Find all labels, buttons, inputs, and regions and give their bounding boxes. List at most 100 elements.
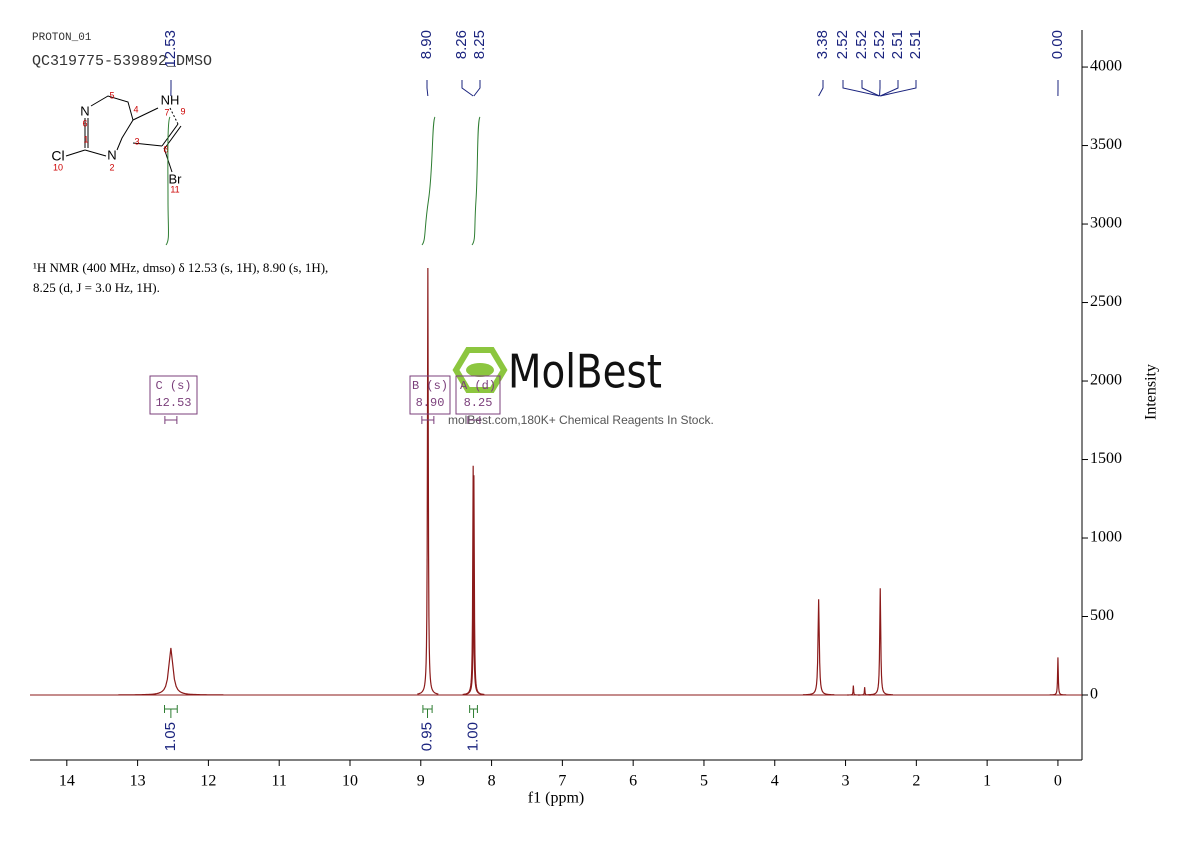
peak-label: 0.00 xyxy=(1049,30,1066,59)
y-tick-label: 1500 xyxy=(1090,450,1122,467)
peak-label: 2.52 xyxy=(834,30,851,59)
integral-bracket xyxy=(422,705,433,718)
integral-bracket xyxy=(164,705,178,718)
atom-label: N xyxy=(80,103,89,118)
multiplet-range xyxy=(164,416,178,424)
y-tick-label: 3000 xyxy=(1090,215,1122,232)
atom-label: 11 xyxy=(170,184,179,194)
x-tick-label: 7 xyxy=(558,773,566,790)
peak-label-leader xyxy=(818,80,824,97)
logo-hexagon xyxy=(452,347,508,393)
atom-label: 9 xyxy=(180,106,185,116)
x-tick-label: 10 xyxy=(342,773,358,790)
atom-label: 10 xyxy=(53,162,63,172)
peak-label: 2.52 xyxy=(853,30,870,59)
y-tick-label: 0 xyxy=(1090,686,1098,703)
x-tick-label: 9 xyxy=(417,773,425,790)
atom-label: Cl xyxy=(51,148,64,164)
watermark: MolBest molBest.com,180K+ Chemical Reage… xyxy=(448,345,714,428)
integral-label: 0.95 xyxy=(418,722,435,751)
multiplet-shift: 8.90 xyxy=(416,396,445,410)
x-tick-label: 14 xyxy=(59,773,75,790)
x-tick-label: 13 xyxy=(130,773,146,790)
peak xyxy=(463,475,485,696)
x-tick-label: 4 xyxy=(771,773,779,790)
y-tick-label: 2500 xyxy=(1090,293,1122,310)
logo-dot xyxy=(466,363,494,377)
integral-bracket xyxy=(469,705,478,718)
peak xyxy=(867,588,893,696)
atom-label: 3 xyxy=(134,136,139,146)
sample-name: QC319775-539892_DMSO xyxy=(32,53,212,70)
peak-label-leader xyxy=(473,80,481,97)
peak-label-leader xyxy=(842,80,880,97)
integral-label: 1.00 xyxy=(464,722,481,751)
atom-label: 5 xyxy=(109,90,114,100)
integral-curve xyxy=(471,116,481,246)
integral-curve xyxy=(421,116,436,246)
bond xyxy=(84,149,107,157)
bond xyxy=(65,149,86,157)
peak-label: 8.25 xyxy=(471,30,488,59)
multiplet-name: A (d) xyxy=(460,379,496,393)
brand: MolBest xyxy=(508,345,662,399)
multiplet-box xyxy=(149,375,198,415)
x-tick-label: 2 xyxy=(912,773,920,790)
peak xyxy=(802,599,835,696)
multiplet-box xyxy=(409,375,451,415)
y-tick-label: 500 xyxy=(1090,607,1114,624)
multiplet-box xyxy=(455,375,501,415)
atom-label: 4 xyxy=(133,104,138,114)
x-tick-label: 11 xyxy=(271,773,286,790)
bond xyxy=(90,95,134,151)
integral-label: 1.05 xyxy=(162,722,179,751)
y-tick-label: 2000 xyxy=(1090,372,1122,389)
bond xyxy=(161,123,179,147)
annotation: 8.25 (d, J = 3.0 Hz, 1H). xyxy=(33,280,160,295)
peak-label: 12.53 xyxy=(162,30,179,68)
x-tick-label: 5 xyxy=(700,773,708,790)
atom-label: N xyxy=(107,147,116,162)
x-axis-title: f1 (ppm) xyxy=(528,790,584,807)
peak xyxy=(118,647,224,696)
peak-label: 2.52 xyxy=(871,30,888,59)
peak-label: 8.90 xyxy=(418,30,435,59)
atom-label: Br xyxy=(169,171,183,186)
peak-label-leader xyxy=(861,80,880,97)
atom-label: 1 xyxy=(83,134,88,144)
multiplet-range xyxy=(467,416,481,424)
peak-label: 3.38 xyxy=(814,30,831,59)
y-tick-label: 4000 xyxy=(1090,58,1122,75)
multiplet-shift: 12.53 xyxy=(155,396,191,410)
y-tick-label: 1000 xyxy=(1090,529,1122,546)
x-tick-label: 8 xyxy=(488,773,496,790)
x-tick-label: 0 xyxy=(1054,773,1062,790)
peak-label-leader xyxy=(880,80,899,97)
peak xyxy=(847,685,860,696)
multiplet-shift: 8.25 xyxy=(464,396,493,410)
peak-label: 2.51 xyxy=(889,30,906,59)
atom-label: NH xyxy=(161,92,180,107)
atom-label: 2 xyxy=(109,162,114,172)
peak-label: 8.26 xyxy=(453,30,470,59)
y-tick-label: 3500 xyxy=(1090,136,1122,153)
bond xyxy=(132,142,163,147)
peak-label-leader xyxy=(426,80,429,97)
integral-curve xyxy=(165,116,171,246)
peak-label-leader xyxy=(461,80,474,97)
atom-label: 6 xyxy=(82,118,87,128)
peak xyxy=(1049,657,1067,696)
bond xyxy=(169,107,179,125)
y-axis-title: Intensity xyxy=(1143,364,1160,420)
multiplet-name: C (s) xyxy=(155,379,191,393)
peak-label-leader xyxy=(880,80,917,97)
annotation: ¹H NMR (400 MHz, dmso) δ 12.53 (s, 1H), … xyxy=(33,260,328,275)
atom-label: 7 xyxy=(164,107,169,117)
run-name: PROTON_01 xyxy=(32,32,92,44)
bond xyxy=(132,107,159,121)
x-tick-label: 6 xyxy=(629,773,637,790)
peak xyxy=(417,267,439,695)
atom-label: 8 xyxy=(163,144,168,154)
